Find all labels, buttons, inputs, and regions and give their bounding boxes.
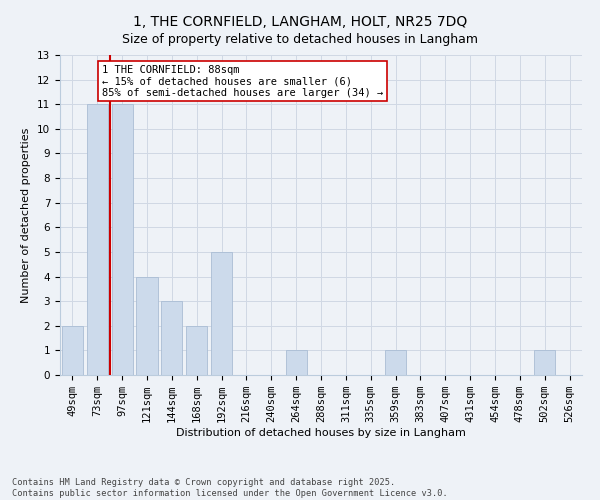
Bar [534, 350, 555, 375]
Bar [161, 301, 182, 375]
Bar [211, 252, 232, 375]
Bar [112, 104, 133, 375]
Text: 1 THE CORNFIELD: 88sqm
← 15% of detached houses are smaller (6)
85% of semi-deta: 1 THE CORNFIELD: 88sqm ← 15% of detached… [102, 64, 383, 98]
Bar [87, 104, 108, 375]
Text: Contains HM Land Registry data © Crown copyright and database right 2025.
Contai: Contains HM Land Registry data © Crown c… [12, 478, 448, 498]
Bar [286, 350, 307, 375]
Text: 1, THE CORNFIELD, LANGHAM, HOLT, NR25 7DQ: 1, THE CORNFIELD, LANGHAM, HOLT, NR25 7D… [133, 15, 467, 29]
X-axis label: Distribution of detached houses by size in Langham: Distribution of detached houses by size … [176, 428, 466, 438]
Bar [62, 326, 83, 375]
Bar [385, 350, 406, 375]
Bar [136, 276, 158, 375]
Bar [186, 326, 207, 375]
Y-axis label: Number of detached properties: Number of detached properties [22, 128, 31, 302]
Text: Size of property relative to detached houses in Langham: Size of property relative to detached ho… [122, 32, 478, 46]
